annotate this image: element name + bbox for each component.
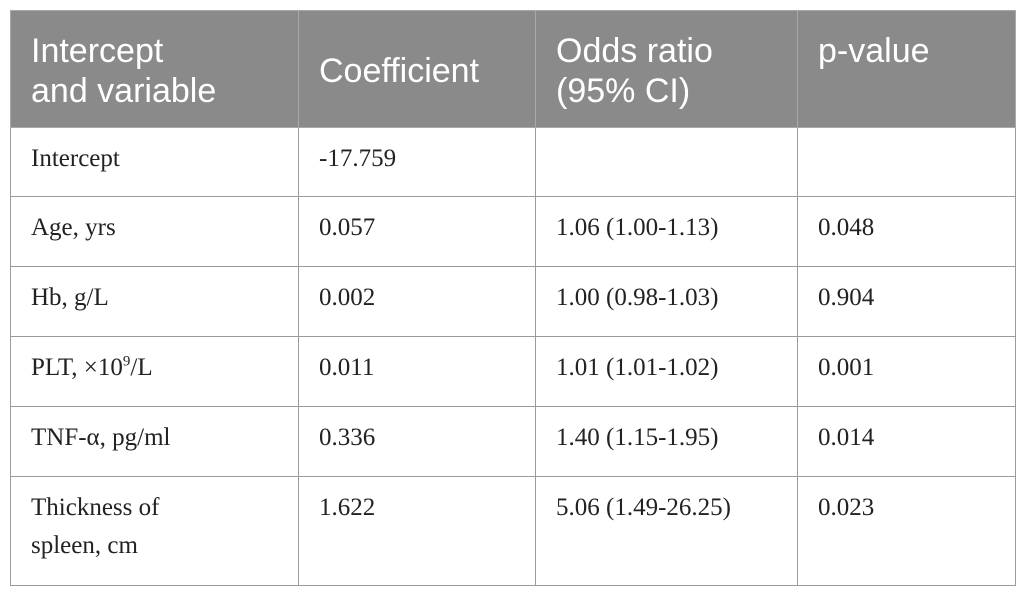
cell-coefficient: 0.002 — [298, 266, 536, 337]
cell-coefficient: 0.057 — [298, 196, 536, 267]
cell-variable: PLT, ×109/L — [10, 336, 299, 407]
header-p-value: p-value — [797, 10, 1016, 128]
header-row: Intercept and variable Coefficient Odds … — [10, 10, 1016, 128]
spleen-line1: Thickness of — [31, 494, 160, 521]
cell-coefficient: 1.622 — [298, 476, 536, 586]
plt-prefix: PLT, ×10 — [31, 354, 123, 381]
cell-odds-ratio: 1.40 (1.15-1.95) — [535, 406, 798, 477]
cell-variable: Intercept — [10, 127, 299, 197]
cell-odds-ratio — [535, 127, 798, 197]
cell-odds-ratio: 1.00 (0.98-1.03) — [535, 266, 798, 337]
header-intercept-line2: and variable — [31, 72, 217, 110]
cell-odds-ratio: 1.01 (1.01-1.02) — [535, 336, 798, 407]
cell-variable: TNF-α, pg/ml — [10, 406, 299, 477]
spleen-line2: spleen, cm — [31, 532, 138, 559]
table-row: Age, yrs 0.057 1.06 (1.00-1.13) 0.048 — [10, 196, 1016, 267]
cell-coefficient: 0.011 — [298, 336, 536, 407]
plt-suffix: /L — [130, 354, 153, 381]
table-row: Hb, g/L 0.002 1.00 (0.98-1.03) 0.904 — [10, 266, 1016, 337]
cell-variable: Hb, g/L — [10, 266, 299, 337]
cell-odds-ratio: 5.06 (1.49-26.25) — [535, 476, 798, 586]
table-row: PLT, ×109/L 0.011 1.01 (1.01-1.02) 0.001 — [10, 336, 1016, 407]
header-odds-ratio-line2: (95% CI) — [556, 72, 691, 110]
table-row: Intercept -17.759 — [10, 127, 1016, 197]
cell-variable: Thickness of spleen, cm — [10, 476, 299, 586]
cell-p-value — [797, 127, 1016, 197]
header-coefficient-label: Coefficient — [319, 52, 480, 90]
plt-superscript: 9 — [122, 353, 131, 370]
table-header: Intercept and variable Coefficient Odds … — [10, 10, 1016, 128]
cell-coefficient: -17.759 — [298, 127, 536, 197]
cell-variable: Age, yrs — [10, 196, 299, 267]
cell-coefficient: 0.336 — [298, 406, 536, 477]
table-row: TNF-α, pg/ml 0.336 1.40 (1.15-1.95) 0.01… — [10, 406, 1016, 477]
cell-p-value: 0.014 — [797, 406, 1016, 477]
cell-p-value: 0.023 — [797, 476, 1016, 586]
header-intercept-variable: Intercept and variable — [10, 10, 299, 128]
regression-table-container: Intercept and variable Coefficient Odds … — [10, 10, 1016, 586]
header-coefficient: Coefficient — [298, 10, 536, 128]
cell-p-value: 0.904 — [797, 266, 1016, 337]
cell-p-value: 0.001 — [797, 336, 1016, 407]
regression-table: Intercept and variable Coefficient Odds … — [10, 10, 1016, 586]
cell-p-value: 0.048 — [797, 196, 1016, 267]
header-odds-ratio: Odds ratio (95% CI) — [535, 10, 798, 128]
header-p-value-label: p-value — [818, 32, 930, 70]
table-row: Thickness of spleen, cm 1.622 5.06 (1.49… — [10, 476, 1016, 586]
header-intercept-line1: Intercept — [31, 32, 164, 70]
table-body: Intercept -17.759 Age, yrs 0.057 1.06 (1… — [10, 127, 1016, 586]
cell-odds-ratio: 1.06 (1.00-1.13) — [535, 196, 798, 267]
header-odds-ratio-line1: Odds ratio — [556, 32, 713, 70]
